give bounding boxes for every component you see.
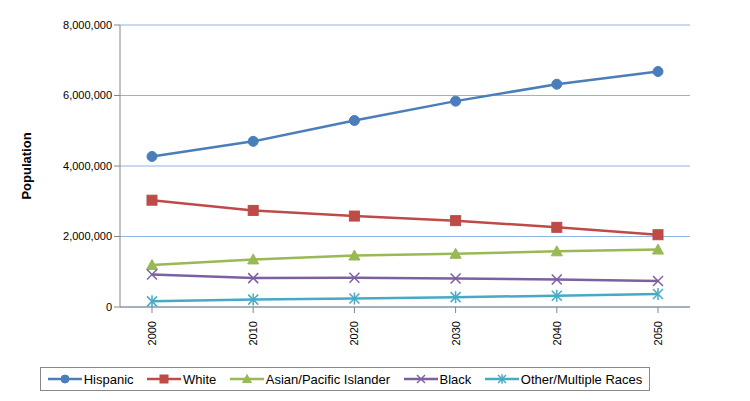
svg-text:2,000,000: 2,000,000 — [63, 230, 112, 242]
html-text:Hispanic: Hispanic — [83, 371, 134, 387]
svg-text:2020: 2020 — [348, 321, 360, 345]
svg-text:2030: 2030 — [450, 321, 462, 345]
html-text:Other/Multiple Races: Other/Multiple Races — [520, 371, 643, 387]
html-text:White: White — [183, 371, 217, 387]
svg-text:0: 0 — [106, 301, 112, 313]
svg-text:2010: 2010 — [247, 321, 259, 345]
svg-text:2000: 2000 — [146, 321, 158, 345]
svg-text:8,000,000: 8,000,000 — [63, 19, 112, 31]
svg-text:4,000,000: 4,000,000 — [63, 160, 112, 172]
html-text:Asian/Pacific Islander: Asian/Pacific Islander — [265, 371, 391, 387]
svg-text:6,000,000: 6,000,000 — [63, 89, 112, 101]
html-text:Black: Black — [439, 371, 472, 387]
svg-text:2050: 2050 — [652, 321, 664, 345]
svg-text:2040: 2040 — [551, 321, 563, 345]
svg-text:Population: Population — [19, 132, 34, 199]
